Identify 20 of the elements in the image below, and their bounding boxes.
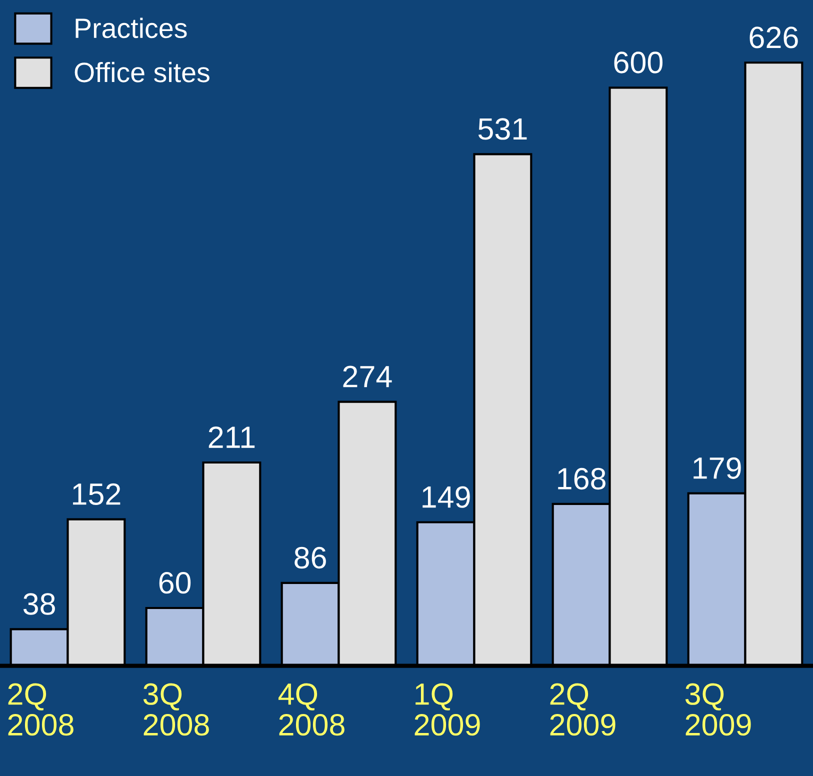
data-label: 149 xyxy=(422,486,470,508)
data-label: 152 xyxy=(73,483,120,505)
x-tick-label: 2Q 2009 xyxy=(550,683,616,736)
data-label: 600 xyxy=(614,52,663,74)
data-label: 274 xyxy=(343,366,392,388)
x-tick-label: 3Q 2009 xyxy=(685,683,751,736)
data-label: 211 xyxy=(208,426,255,448)
data-label: 179 xyxy=(694,457,741,479)
legend-label: Practices xyxy=(76,18,187,38)
data-label: 626 xyxy=(750,26,798,48)
data-label: 60 xyxy=(159,572,191,594)
x-tick-label: 2Q 2008 xyxy=(8,683,74,736)
data-label: 168 xyxy=(558,468,606,490)
data-label: 86 xyxy=(294,546,326,569)
data-label: 531 xyxy=(478,118,527,140)
data-label: 38 xyxy=(23,593,55,615)
x-tick-label: 3Q 2008 xyxy=(143,683,209,736)
legend-label: Office sites xyxy=(74,62,210,82)
x-tick-label: 1Q 2009 xyxy=(414,683,480,736)
x-tick-label: 4Q 2008 xyxy=(278,683,344,736)
